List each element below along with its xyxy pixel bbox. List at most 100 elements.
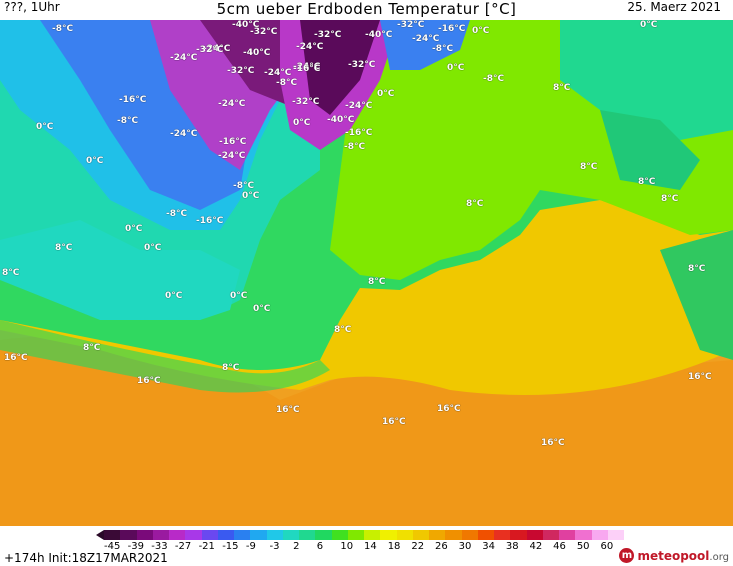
- brand-name: meteopool.org: [637, 549, 729, 563]
- init-label: +174h Init:18Z17MAR2021: [4, 551, 168, 565]
- temp-label: 0°C: [472, 26, 490, 36]
- temp-label: 8°C: [580, 162, 598, 172]
- brand-suffix: .org: [709, 551, 729, 563]
- temp-label: 16°C: [382, 417, 406, 427]
- temp-label: 16°C: [541, 438, 565, 448]
- footer: -45 -39 -33 -27 -21 -15 -9 -3 2 6 10 14 18 22 26 30 34 38…: [0, 526, 733, 566]
- colorbar-segment: [607, 530, 624, 540]
- temp-label: 0°C: [36, 122, 54, 132]
- temp-label: 0°C: [377, 89, 395, 99]
- colorbar-segment: [380, 530, 397, 540]
- colorbar-tick-label: -27: [174, 541, 192, 552]
- colorbar-tick-label: 30: [458, 541, 472, 552]
- temp-label: 8°C: [688, 264, 706, 274]
- temp-label: -8°C: [117, 116, 139, 126]
- colorbar-tick-label: 14: [364, 541, 377, 552]
- colorbar-segment: [575, 530, 592, 540]
- temp-label: -32°C: [314, 30, 342, 40]
- colorbar-tick-label: 26: [434, 541, 448, 552]
- colorbar-tick-label: 2: [293, 541, 300, 552]
- colorbar-segment: [234, 530, 251, 540]
- colorbar-tick-label: 10: [340, 541, 354, 552]
- colorbar-segment: [526, 530, 543, 540]
- temp-label: -8°C: [276, 78, 298, 88]
- temp-label: -40°C: [243, 48, 271, 58]
- colorbar-segment: [347, 530, 364, 540]
- temp-label: 8°C: [466, 199, 484, 209]
- temp-label: -16°C: [345, 128, 373, 138]
- temp-label: 0°C: [86, 156, 104, 166]
- colorbar-segment: [104, 530, 121, 540]
- temp-label: 0°C: [144, 243, 162, 253]
- temp-label: -16°C: [219, 137, 247, 147]
- colorbar-segment: [396, 530, 413, 540]
- colorbar-segment: [510, 530, 527, 540]
- colorbar-tick-label: 6: [316, 541, 324, 552]
- temp-label: -24°C: [293, 62, 321, 72]
- temp-label: 0°C: [253, 304, 271, 314]
- temp-label: -40°C: [365, 30, 393, 40]
- colorbar-segment: [412, 530, 429, 540]
- temp-label: 0°C: [165, 291, 183, 301]
- colorbar-segment: [445, 530, 462, 540]
- colorbar-segment: [152, 530, 169, 540]
- header-bar: ???, 1Uhr 5cm ueber Erdboden Temperatur …: [0, 0, 733, 20]
- temp-label: 0°C: [640, 20, 658, 30]
- colorbar-segment: [217, 530, 234, 540]
- temp-label: 16°C: [137, 376, 161, 386]
- colorbar-segment: [282, 530, 299, 540]
- colorbar-segment: [250, 530, 267, 540]
- temp-label: 0°C: [230, 291, 248, 301]
- colorbar-tick-label: -15: [222, 541, 239, 552]
- temp-label: 0°C: [293, 118, 311, 128]
- temp-label: -24°C: [218, 99, 246, 109]
- colorbar-tick-label: 22: [411, 541, 425, 552]
- colorbar-segment: [185, 530, 202, 540]
- temp-label: -24°C: [345, 101, 373, 111]
- colorbar-min-arrow: [96, 530, 104, 540]
- temp-label: -24°C: [170, 53, 198, 63]
- temp-label: 16°C: [437, 404, 461, 414]
- date-label: 25. Maerz 2021: [627, 0, 721, 14]
- brand-name-text: meteopool: [637, 548, 710, 563]
- colorbar-segment: [331, 530, 348, 540]
- temp-label: 8°C: [638, 177, 656, 187]
- temp-label: 8°C: [553, 83, 571, 93]
- colorbar-tick-label: -21: [198, 541, 215, 552]
- temp-label: 16°C: [276, 405, 300, 415]
- colorbar-tick-label: 60: [600, 541, 614, 552]
- temp-label: -32°C: [250, 27, 278, 37]
- temp-label: 0°C: [125, 224, 143, 234]
- temp-label: 8°C: [661, 194, 679, 204]
- colorbar-segment: [461, 530, 478, 540]
- temp-label: -16°C: [119, 95, 147, 105]
- meteopool-logo: m meteopool.org: [619, 548, 729, 563]
- colorbar-segment: [169, 530, 186, 540]
- temp-label: 8°C: [368, 277, 386, 287]
- temp-label: -8°C: [166, 209, 188, 219]
- temp-label: -40°C: [327, 115, 355, 125]
- valid-time-label: ???, 1Uhr: [4, 0, 60, 14]
- temperature-field: [0, 20, 733, 526]
- temp-label: -8°C: [483, 74, 505, 84]
- temp-label: -32°C: [196, 45, 224, 55]
- colorbar: [104, 530, 624, 540]
- temp-label: 16°C: [688, 372, 712, 382]
- map-title: 5cm ueber Erdboden Temperatur [°C]: [216, 0, 517, 18]
- colorbar-tick-label: -39: [127, 541, 144, 552]
- colorbar-segment: [429, 530, 446, 540]
- temp-label: 0°C: [447, 63, 465, 73]
- colorbar-segment: [364, 530, 381, 540]
- colorbar-segment: [266, 530, 283, 540]
- temp-label: 0°C: [242, 191, 260, 201]
- temp-label: 8°C: [222, 363, 240, 373]
- temp-label: -8°C: [344, 142, 366, 152]
- temp-label: -24°C: [264, 68, 292, 78]
- temp-label: -24°C: [296, 42, 324, 52]
- colorbar-tick-label: -3: [269, 541, 280, 552]
- colorbar-tick-label: 34: [482, 541, 495, 552]
- colorbar-segment: [315, 530, 332, 540]
- temp-label: -24°C: [170, 129, 198, 139]
- temp-label: -8°C: [52, 24, 74, 34]
- colorbar-tick-label: 18: [387, 541, 401, 552]
